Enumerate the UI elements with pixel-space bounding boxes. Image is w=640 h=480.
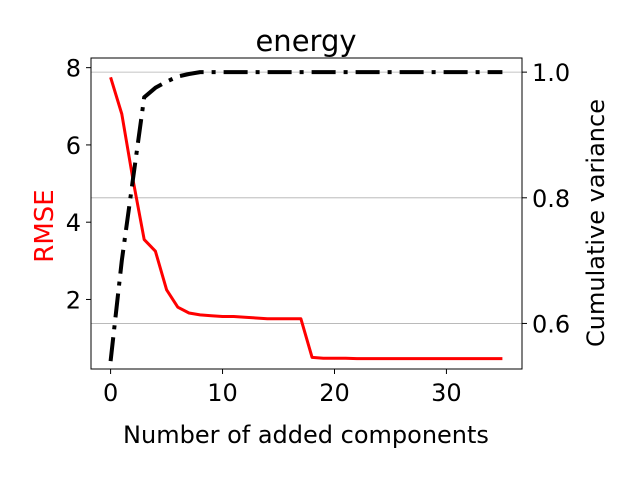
left-tick-label: 2 — [66, 286, 81, 314]
x-tick-label: 10 — [207, 379, 238, 407]
x-tick-label: 30 — [431, 379, 462, 407]
left-tick-label: 6 — [66, 132, 81, 160]
right-tick-label: 1.0 — [532, 59, 570, 87]
plot-frame — [91, 58, 522, 369]
series-layer — [111, 72, 503, 361]
x-axis-label: Number of added components — [123, 421, 489, 449]
right-axis-label: Cumulative variance — [582, 99, 610, 347]
x-tick-label: 0 — [103, 379, 118, 407]
grid-layer — [91, 72, 522, 323]
left-tick-label: 8 — [66, 55, 81, 83]
variance-series-line — [111, 72, 503, 361]
chart-title: energy — [255, 24, 356, 58]
rmse-series-line — [111, 77, 503, 358]
right-tick-label: 0.6 — [532, 310, 570, 338]
x-tick-label: 20 — [319, 379, 350, 407]
right-tick-label: 0.8 — [532, 185, 570, 213]
left-axis-label: RMSE — [30, 189, 60, 262]
left-tick-label: 4 — [66, 209, 81, 237]
